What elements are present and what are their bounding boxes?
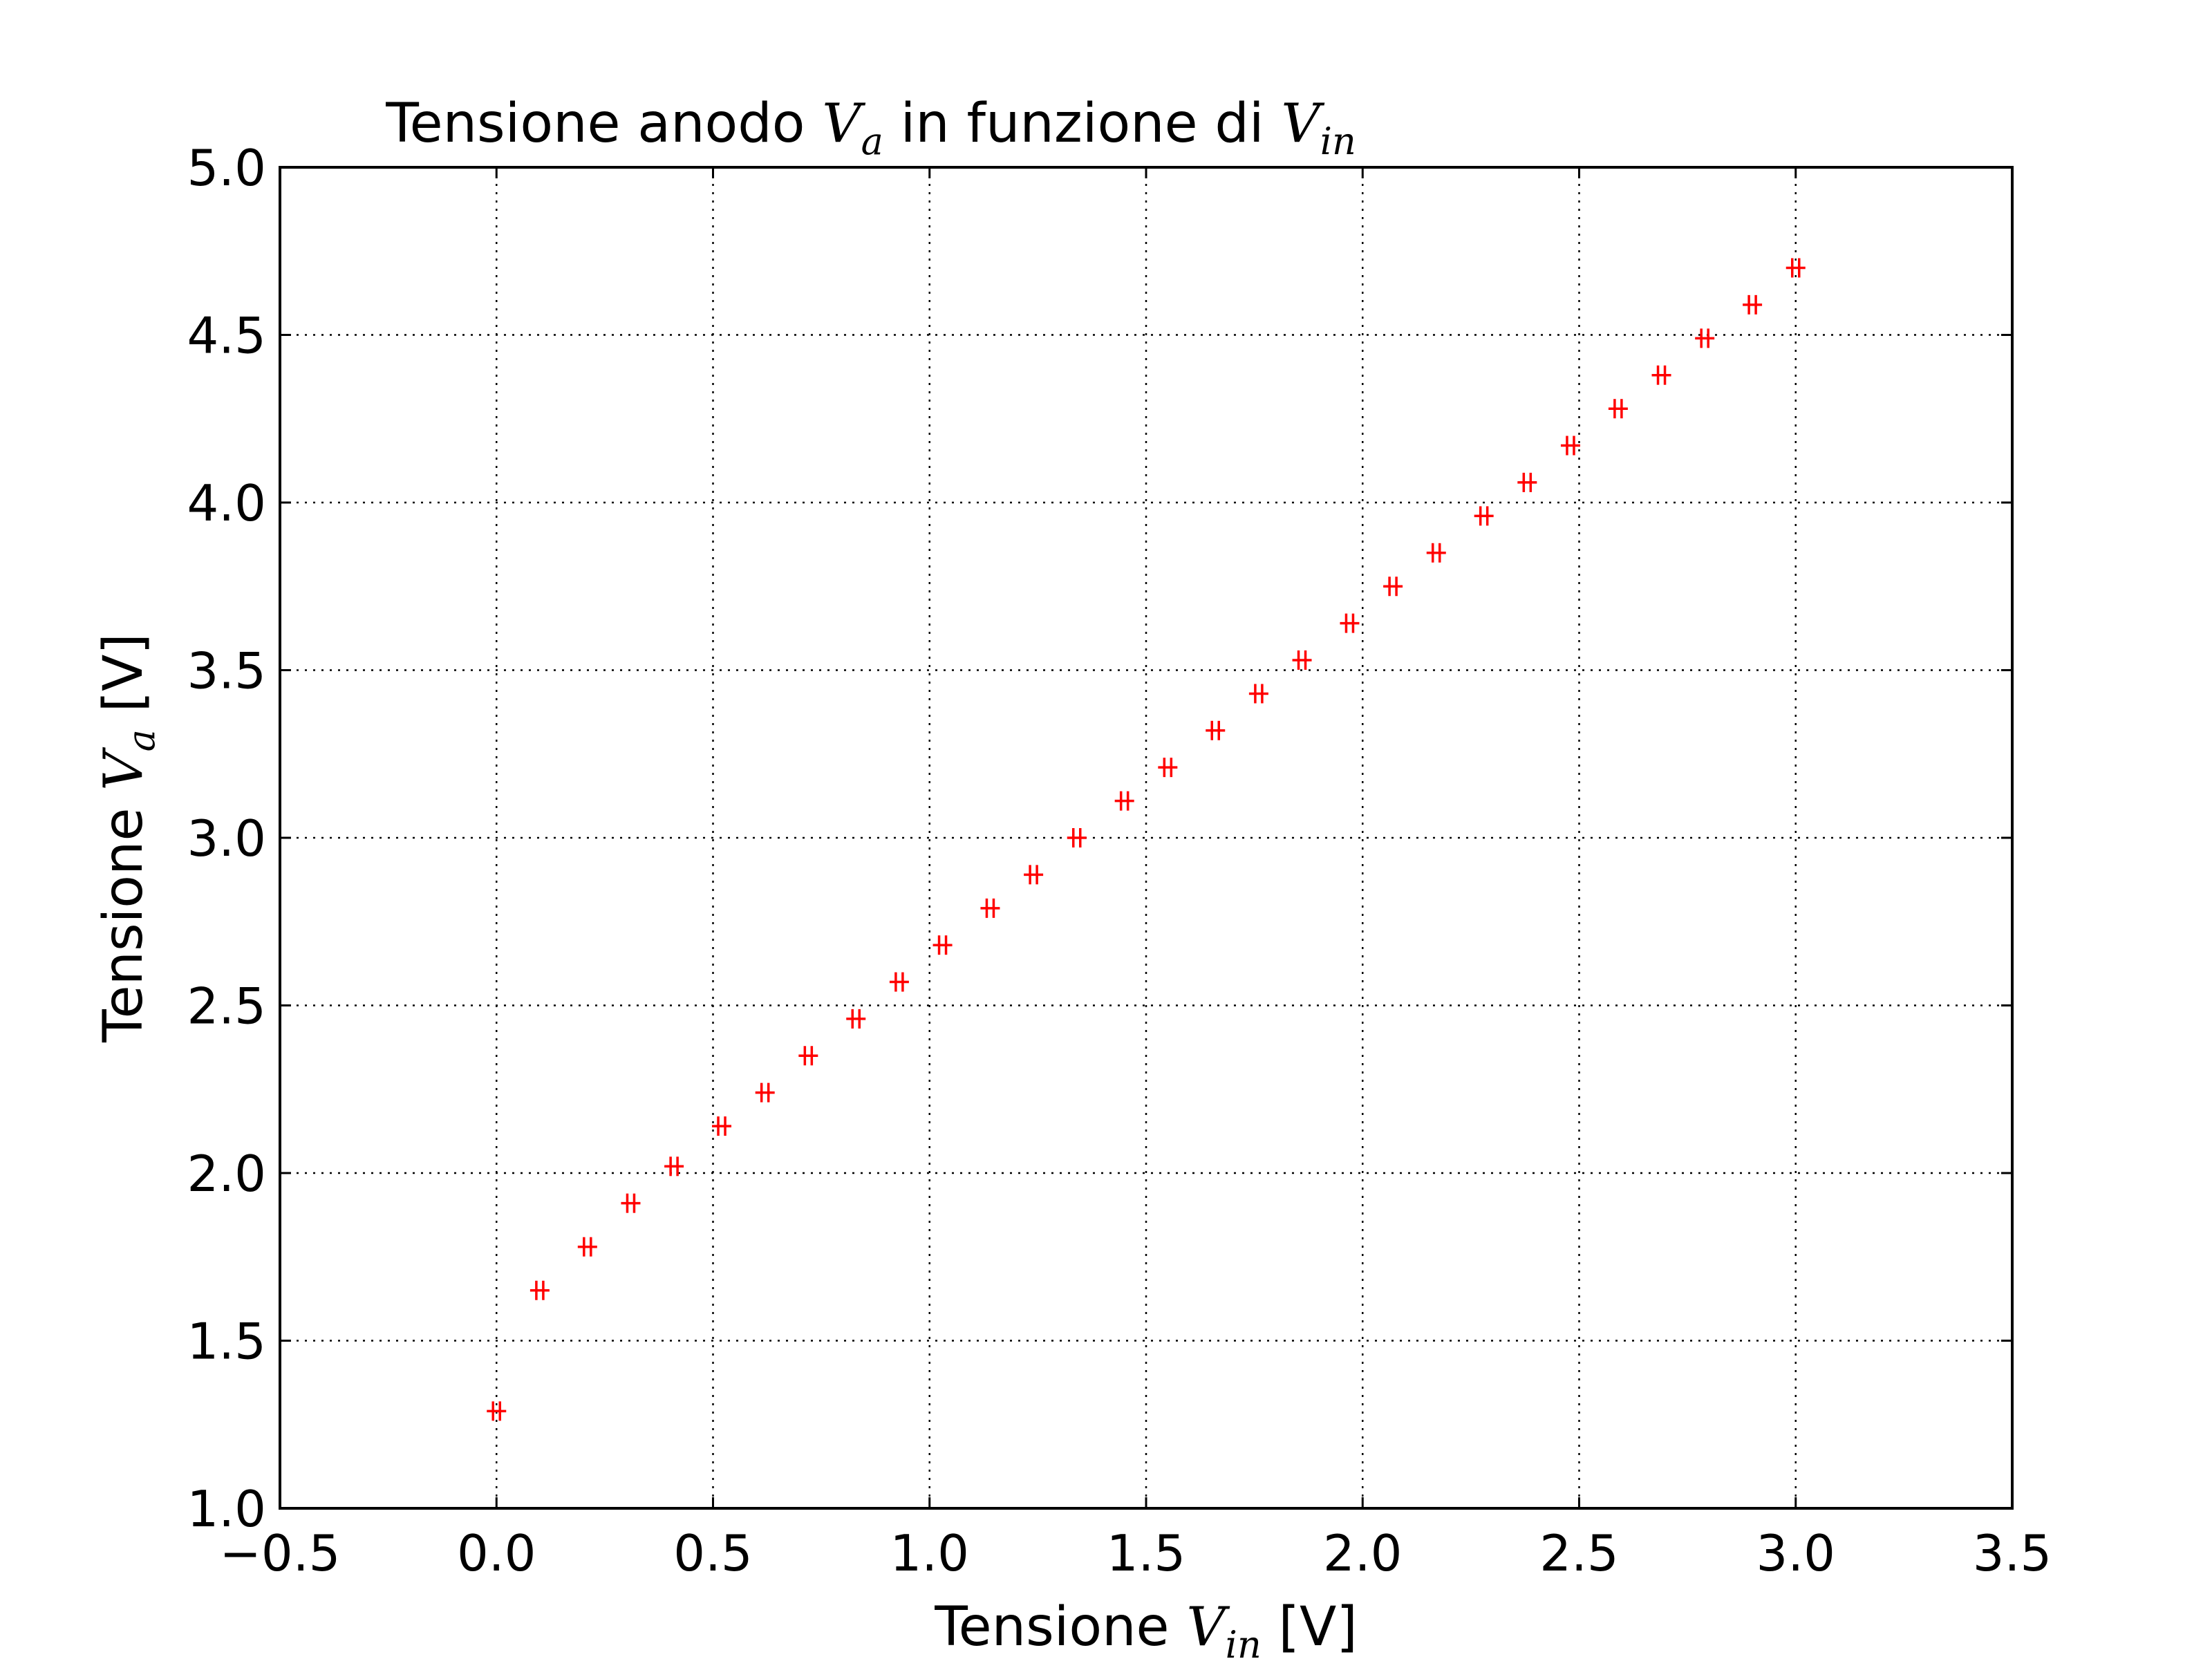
y-tick-label: 2.0 [187,1145,266,1203]
data-point [889,972,909,992]
data-point [1695,328,1715,348]
grid-lines [280,167,2012,1508]
data-point [1206,720,1226,740]
data-point [1158,758,1178,778]
axis-ticks [279,166,2014,1510]
y-tick-label: 1.0 [187,1480,266,1538]
data-point [846,1009,866,1029]
data-point [1340,613,1360,633]
data-point [755,1082,775,1103]
y-tick-label: 5.0 [187,139,266,197]
x-tick-label: 1.5 [1107,1524,1186,1582]
y-tick-label: 2.5 [187,977,266,1035]
data-point [1383,577,1403,597]
x-tick-label: 3.0 [1756,1524,1835,1582]
x-tick-label: 1.0 [890,1524,969,1582]
x-tick-label: 0.0 [457,1524,536,1582]
data-point [1560,435,1580,456]
data-point [980,898,1000,918]
y-tick-label: 3.0 [187,809,266,868]
data-point [1024,865,1044,885]
chart-title: Tensione anodo Va in funzione di Vin [385,93,1356,163]
y-axis-label: Tensione Va [V] [93,633,163,1043]
x-tick-label: 2.0 [1323,1524,1403,1582]
data-point [1067,828,1087,847]
plot-frame [279,166,2014,1510]
data-point [1743,294,1763,315]
data-point [487,1401,507,1421]
data-point [529,1280,550,1300]
data-point [1785,258,1806,278]
data-point [621,1193,641,1213]
x-tick-labels: −0.5 0.0 0.5 1.0 1.5 2.0 2.5 3.0 3.5 [220,1524,2052,1582]
data-point [664,1156,684,1177]
data-point [712,1116,732,1136]
x-tick-label: 3.5 [1973,1524,2052,1582]
x-axis-label: Tensione Vin [V] [934,1596,1358,1659]
data-point [798,1046,818,1066]
y-tick-label: 1.5 [187,1313,266,1371]
data-point [932,935,953,955]
data-points [487,258,1806,1421]
data-point [1517,472,1537,492]
x-tick-label: 2.5 [1539,1524,1619,1582]
data-point [1292,650,1312,670]
y-tick-label: 4.5 [187,307,266,365]
data-point [1114,791,1134,811]
data-point [1608,399,1628,419]
data-point [577,1237,597,1257]
x-tick-label: 0.5 [673,1524,753,1582]
data-point [1474,506,1494,526]
y-tick-labels: 1.0 1.5 2.0 2.5 3.0 3.5 4.0 4.5 5.0 [187,139,266,1538]
y-tick-label: 4.0 [187,474,266,532]
y-tick-label: 3.5 [187,642,266,700]
x-tick-label: −0.5 [220,1524,341,1582]
data-point [1248,684,1268,704]
data-point [1426,543,1446,563]
data-point [1651,365,1671,385]
